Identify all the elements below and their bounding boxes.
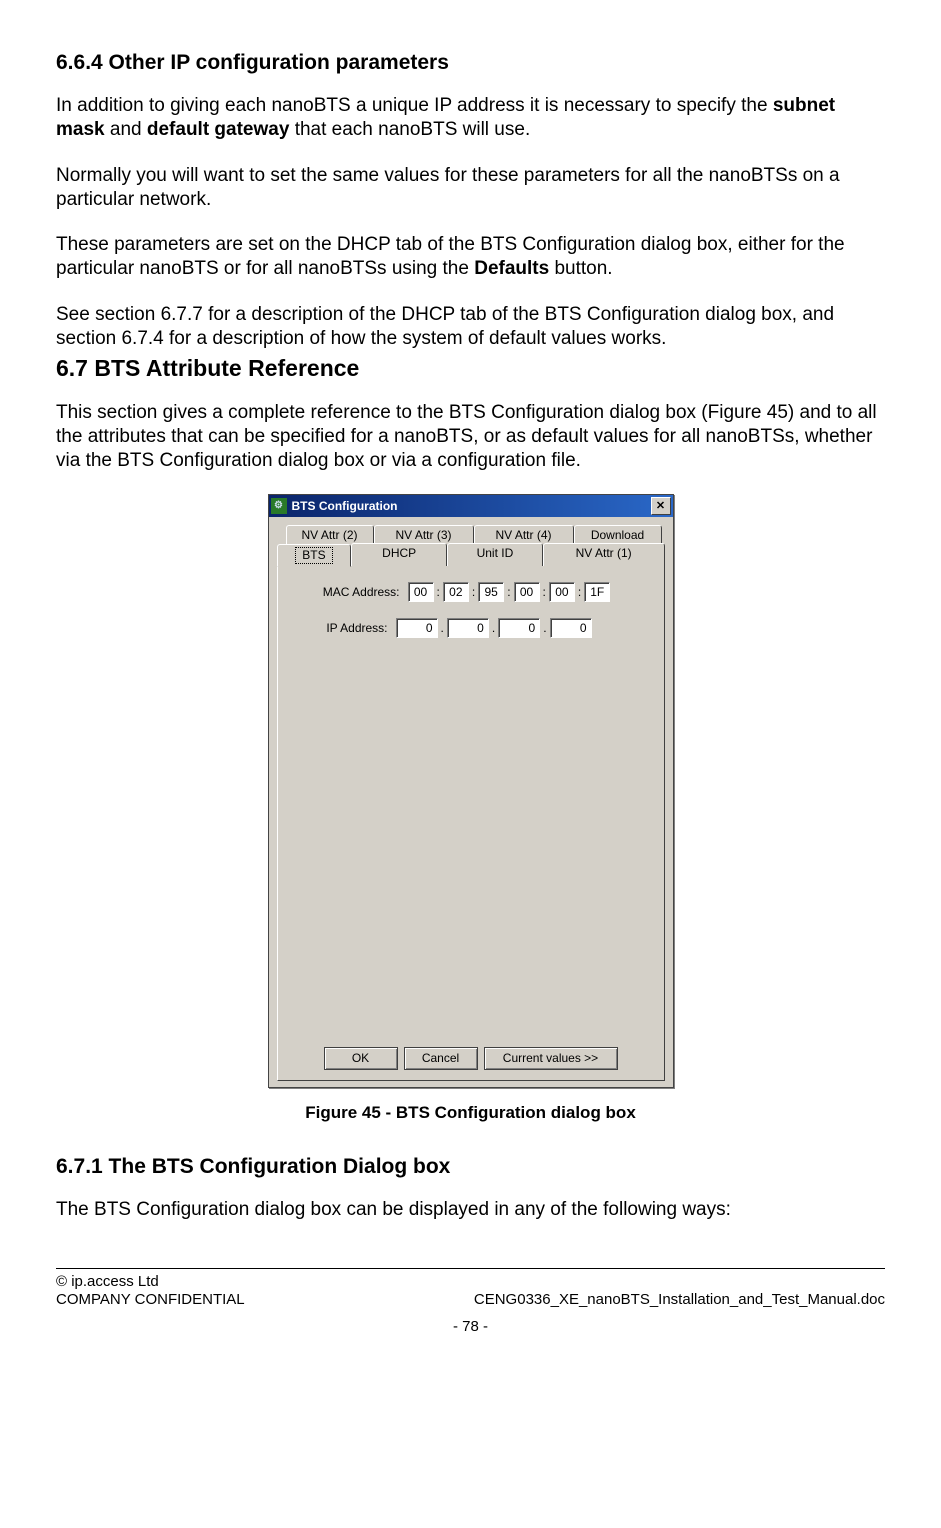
tab-panel-bts: MAC Address: 00: 02: 95: 00: 00: 1F IP A… — [277, 565, 665, 1081]
tab-nvattr3[interactable]: NV Attr (3) — [374, 525, 474, 545]
button-row: OK Cancel Current values >> — [278, 1047, 664, 1070]
tab-unitid[interactable]: Unit ID — [447, 543, 543, 566]
ip-field-2[interactable]: 0 — [498, 618, 540, 638]
dialog-titlebar[interactable]: ⚙ BTS Configuration ✕ — [269, 495, 673, 517]
mac-field-4[interactable]: 00 — [549, 582, 575, 602]
footer: COMPANY CONFIDENTIAL CENG0336_XE_nanoBTS… — [56, 1291, 885, 1310]
mac-field-0[interactable]: 00 — [408, 582, 434, 602]
tab-download[interactable]: Download — [574, 525, 662, 545]
tab-row-front: BTS DHCP Unit ID NV Attr (1) — [277, 543, 665, 566]
dot: . — [489, 621, 498, 636]
footer-copyright: © ip.access Ltd — [56, 1273, 885, 1292]
tab-label: NV Attr (3) — [395, 528, 451, 542]
close-icon: ✕ — [656, 501, 665, 512]
text: button. — [549, 258, 612, 279]
dot: . — [540, 621, 549, 636]
bold-text: Defaults — [474, 258, 549, 279]
tab-dhcp[interactable]: DHCP — [351, 543, 447, 566]
cancel-button[interactable]: Cancel — [404, 1047, 478, 1070]
mac-address-label: MAC Address: — [288, 585, 408, 600]
tab-label: NV Attr (2) — [301, 528, 357, 542]
text: and — [105, 119, 147, 140]
paragraph: Normally you will want to set the same v… — [56, 164, 885, 212]
ip-address-row: IP Address: 0. 0. 0. 0 — [288, 618, 654, 638]
paragraph: This section gives a complete reference … — [56, 401, 885, 472]
tab-label: NV Attr (4) — [495, 528, 551, 542]
tab-row-back: NV Attr (2) NV Attr (3) NV Attr (4) Down… — [277, 525, 665, 545]
tab-label: NV Attr (1) — [576, 546, 632, 560]
mac-field-5[interactable]: 1F — [584, 582, 610, 602]
tab-label: Download — [591, 528, 644, 542]
paragraph: The BTS Configuration dialog box can be … — [56, 1198, 885, 1222]
ip-field-3[interactable]: 0 — [550, 618, 592, 638]
close-button[interactable]: ✕ — [651, 497, 671, 515]
footer-rule — [56, 1268, 885, 1269]
tab-label: Unit ID — [477, 546, 514, 560]
paragraph: In addition to giving each nanoBTS a uni… — [56, 94, 885, 142]
tab-label: DHCP — [382, 546, 416, 560]
ip-address-label: IP Address: — [288, 621, 396, 636]
mac-field-2[interactable]: 95 — [478, 582, 504, 602]
tab-nvattr4[interactable]: NV Attr (4) — [474, 525, 574, 545]
tab-label: BTS — [295, 547, 332, 564]
heading-671: 6.7.1 The BTS Configuration Dialog box — [56, 1154, 885, 1180]
colon: : — [575, 585, 584, 600]
ip-field-0[interactable]: 0 — [396, 618, 438, 638]
ip-field-1[interactable]: 0 — [447, 618, 489, 638]
colon: : — [434, 585, 443, 600]
paragraph: These parameters are set on the DHCP tab… — [56, 233, 885, 281]
paragraph: See section 6.7.7 for a description of t… — [56, 303, 885, 351]
mac-field-1[interactable]: 02 — [443, 582, 469, 602]
app-icon: ⚙ — [271, 498, 287, 514]
bold-text: default gateway — [147, 119, 290, 140]
bts-configuration-dialog: ⚙ BTS Configuration ✕ NV Attr (2) NV Att… — [268, 494, 674, 1088]
dot: . — [438, 621, 447, 636]
heading-67: 6.7 BTS Attribute Reference — [56, 354, 885, 383]
current-values-button[interactable]: Current values >> — [484, 1047, 618, 1070]
tab-nvattr1[interactable]: NV Attr (1) — [543, 543, 665, 566]
figure-container: ⚙ BTS Configuration ✕ NV Attr (2) NV Att… — [56, 494, 885, 1088]
mac-address-row: MAC Address: 00: 02: 95: 00: 00: 1F — [288, 582, 654, 602]
mac-field-3[interactable]: 00 — [514, 582, 540, 602]
text: These parameters are set on the DHCP tab… — [56, 234, 845, 279]
tab-area: NV Attr (2) NV Attr (3) NV Attr (4) Down… — [269, 517, 673, 1087]
colon: : — [540, 585, 549, 600]
footer-confidential: COMPANY CONFIDENTIAL — [56, 1291, 245, 1310]
page-number: - 78 - — [56, 1318, 885, 1337]
text: that each nanoBTS will use. — [289, 119, 530, 140]
colon: : — [504, 585, 513, 600]
ok-button[interactable]: OK — [324, 1047, 398, 1070]
colon: : — [469, 585, 478, 600]
footer-docname: CENG0336_XE_nanoBTS_Installation_and_Tes… — [474, 1291, 885, 1310]
heading-664: 6.6.4 Other IP configuration parameters — [56, 50, 885, 76]
figure-caption: Figure 45 - BTS Configuration dialog box — [56, 1102, 885, 1123]
tab-bts[interactable]: BTS — [277, 544, 352, 567]
text: In addition to giving each nanoBTS a uni… — [56, 95, 773, 116]
tab-nvattr2[interactable]: NV Attr (2) — [286, 525, 374, 545]
dialog-title: BTS Configuration — [292, 499, 398, 514]
